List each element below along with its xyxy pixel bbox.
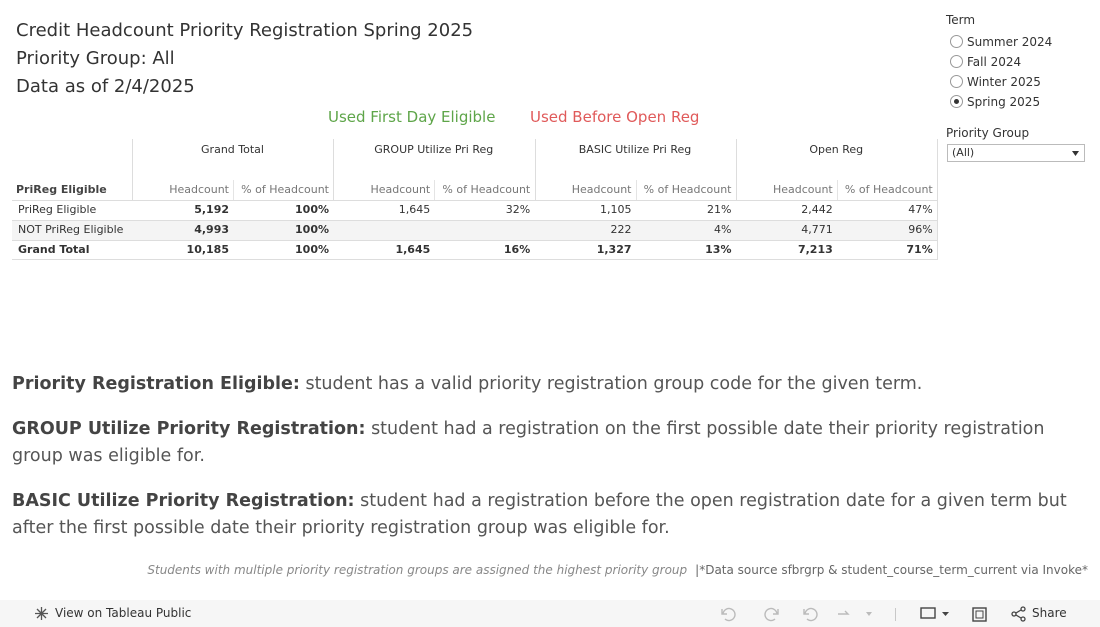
row-bg: [12, 200, 937, 220]
table-cell: 1,645: [395, 243, 431, 256]
tableau-icon: [35, 607, 48, 620]
title-line: Data as of 2/4/2025: [16, 76, 195, 97]
table-cell: 16%: [503, 243, 531, 256]
column-subheader: % of Headcount: [844, 183, 933, 196]
footnote-note: Students with multiple priority registra…: [147, 563, 688, 577]
column-group-header: BASIC Utilize Pri Reg: [578, 143, 692, 156]
table-cell: 1,327: [596, 243, 632, 256]
radio-circle: [950, 55, 963, 68]
view-link[interactable]: View on Tableau Public: [55, 606, 192, 620]
definition-text: student had a registration before the op…: [12, 491, 1067, 538]
definition: GROUP Utilize Priority Registration: stu…: [12, 416, 1072, 470]
column-group-header: Grand Total: [201, 143, 264, 156]
definition-text: student has a valid priority registratio…: [305, 374, 923, 394]
definition-term: Priority Registration Eligible:: [12, 374, 300, 394]
table-cell: 7,213: [797, 243, 833, 256]
column-subheader: Headcount: [571, 183, 632, 196]
share-icon: [1011, 606, 1026, 622]
divider: [333, 139, 335, 260]
table-cell: 100%: [295, 243, 329, 256]
undo-redo-icons: [721, 607, 872, 622]
table-cell: 100%: [295, 203, 329, 216]
column-subheader: Headcount: [772, 183, 833, 196]
tool-icons: [895, 607, 987, 622]
table-border: [12, 259, 937, 260]
footnote: Students with multiple priority registra…: [147, 563, 1088, 577]
radio-label: Fall 2024: [967, 55, 1022, 69]
definition-text: student had a registration on the first …: [12, 419, 1045, 466]
title-line: Priority Group: All: [16, 48, 175, 69]
row-label: PriReg Eligible: [18, 203, 97, 216]
divider: [132, 139, 133, 260]
column-subheader: % of Headcount: [643, 183, 732, 196]
table-cell: 1,645: [398, 203, 431, 216]
table-cell: 71%: [906, 243, 933, 256]
table-cell: 96%: [908, 223, 933, 236]
column-subheader: Headcount: [370, 183, 431, 196]
table-cell: 222: [610, 223, 632, 236]
table-cell: 100%: [295, 223, 329, 236]
table-cell: 4,771: [801, 223, 833, 236]
column-group-header: GROUP Utilize Pri Reg: [374, 143, 494, 156]
filter-label: Priority Group: [946, 126, 1030, 140]
legend-entry: Used Before Open Reg: [530, 108, 700, 126]
row-header-title: PriReg Eligible: [16, 183, 107, 196]
definition: BASIC Utilize Priority Registration: stu…: [12, 488, 1072, 542]
table-cell: 32%: [505, 203, 531, 216]
divider: [735, 139, 737, 260]
filter-label: Term: [946, 13, 976, 27]
radio-label: Spring 2025: [967, 95, 1041, 109]
table-cell: 1,105: [600, 203, 632, 216]
radio-label: Winter 2025: [967, 75, 1041, 89]
row-label: NOT PriReg Eligible: [18, 223, 124, 236]
radio-circle: [950, 35, 963, 48]
dropdown[interactable]: (All): [947, 144, 1085, 162]
radio-dot: [954, 99, 959, 104]
share-button[interactable]: Share: [1032, 606, 1067, 620]
table-cell: 13%: [705, 243, 732, 256]
divider: [937, 139, 938, 260]
definition: Priority Registration Eligible: student …: [12, 371, 1072, 398]
table-cell: 47%: [908, 203, 933, 216]
definition-term: GROUP Utilize Priority Registration:: [12, 419, 366, 439]
table-cell: 21%: [707, 203, 732, 216]
toolbar: View on Tableau Public Share: [0, 600, 1100, 627]
column-subheader: Headcount: [169, 183, 229, 196]
dropdown-arrow: [1072, 151, 1079, 156]
radio-label: Summer 2024: [967, 35, 1053, 49]
column-group-header: Open Reg: [809, 143, 864, 156]
divider: [534, 139, 536, 260]
table-cell: 4%: [714, 223, 732, 236]
table-cell: 2,442: [801, 203, 833, 216]
row-bg: [12, 220, 937, 240]
dropdown-value: (All): [952, 146, 975, 159]
footnote-source: |*Data source sfbrgrp & student_course_t…: [695, 563, 1088, 577]
row-label: Grand Total: [18, 243, 90, 256]
table-cell: 5,192: [194, 203, 229, 216]
row-bg: [12, 240, 937, 260]
table-cell: 10,185: [186, 243, 229, 256]
radio-circle: [950, 75, 963, 88]
legend-entry: Used First Day Eligible: [328, 108, 496, 126]
definition-term: BASIC Utilize Priority Registration:: [12, 491, 355, 511]
title-line: Credit Headcount Priority Registration S…: [16, 20, 474, 41]
column-subheader: % of Headcount: [442, 183, 531, 196]
column-subheader: % of Headcount: [241, 183, 329, 196]
table-cell: 4,993: [194, 223, 229, 236]
